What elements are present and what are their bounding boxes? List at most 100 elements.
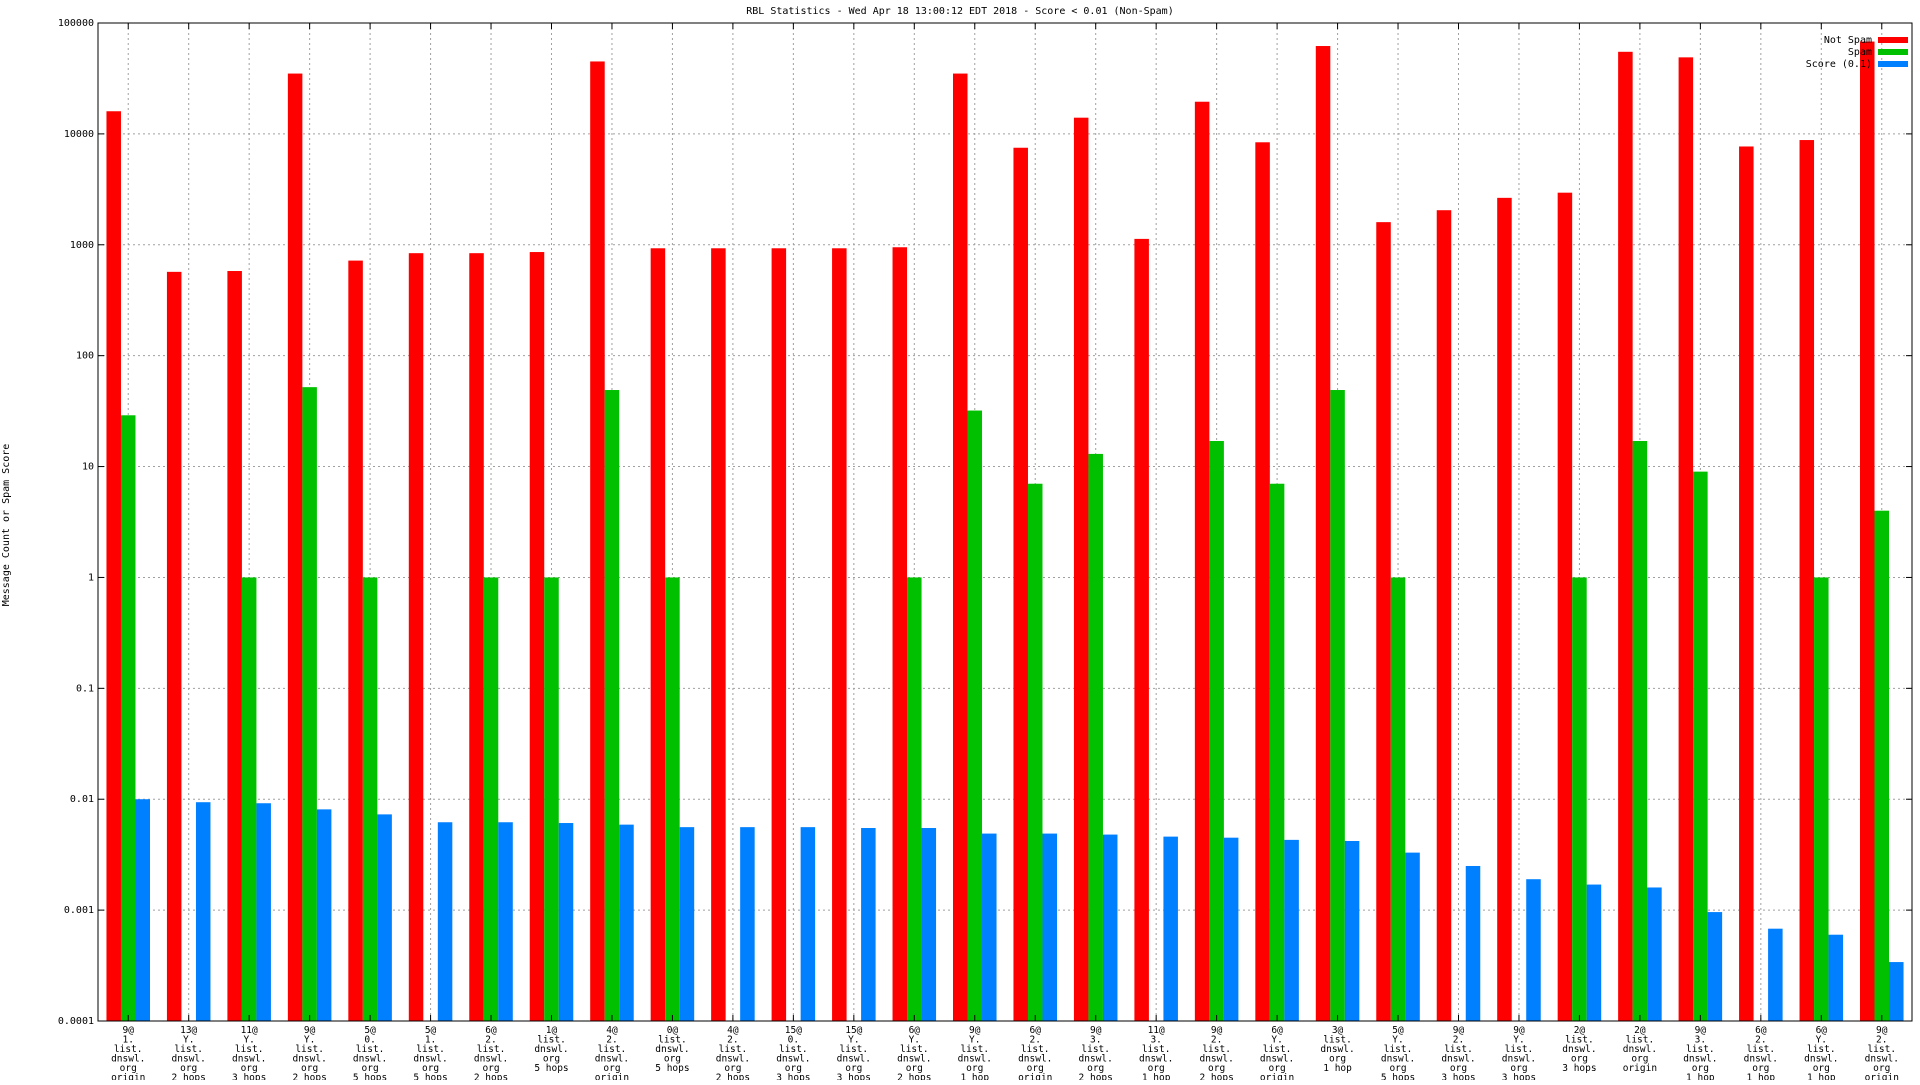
y-tick-label: 0.01 — [70, 794, 94, 805]
x-tick-label: 11@ — [1148, 1025, 1165, 1036]
x-tick-label: list. — [598, 1044, 627, 1055]
x-tick-label: dnswl. — [1562, 1044, 1596, 1055]
x-tick-label: dnswl. — [776, 1054, 810, 1065]
x-tick-label: 6@ — [1816, 1025, 1828, 1036]
x-tick-label: 2 hops — [1079, 1073, 1113, 1081]
bar-2-3 — [316, 809, 332, 1021]
x-tick-label: 1 hop — [1142, 1073, 1171, 1081]
x-tick-label: 9@ — [1513, 1025, 1525, 1036]
x-tick-label: 5@ — [1392, 1025, 1404, 1036]
bar-2-2 — [256, 803, 271, 1021]
x-tick-label: 9@ — [304, 1025, 316, 1036]
y-tick-label: 10000 — [64, 129, 94, 140]
x-tick-label: 5@ — [425, 1025, 437, 1036]
bar-0-14 — [952, 73, 968, 1021]
x-tick-label: list. — [1807, 1044, 1836, 1055]
x-tick-label: 2. — [1876, 1035, 1887, 1046]
x-tick-label: org — [422, 1063, 439, 1074]
x-tick-label: dnswl. — [413, 1054, 447, 1065]
x-tick-label: list. — [1142, 1044, 1171, 1055]
x-tick-label: 2. — [485, 1035, 496, 1046]
bar-2-16 — [1102, 834, 1118, 1021]
x-tick-label: org — [301, 1063, 318, 1074]
x-tick-label: org — [1752, 1063, 1769, 1074]
x-tick-label: org — [241, 1063, 258, 1074]
x-tick-label: list. — [477, 1044, 506, 1055]
bar-2-4 — [377, 814, 392, 1021]
bar-0-9 — [650, 248, 666, 1021]
bar-0-19 — [1255, 142, 1270, 1022]
x-tick-label: 0. — [788, 1035, 799, 1046]
x-tick-label: dnswl. — [897, 1054, 931, 1065]
bar-2-24 — [1586, 884, 1602, 1021]
x-tick-label: org — [1208, 1063, 1225, 1074]
x-tick-label: 9@ — [1453, 1025, 1465, 1036]
x-tick-label: 2. — [1755, 1035, 1766, 1046]
y-tick-label: 0.001 — [64, 905, 94, 916]
x-tick-label: 1 hop — [1686, 1073, 1715, 1081]
bar-0-1 — [166, 271, 182, 1022]
legend-swatch — [1878, 37, 1908, 43]
x-tick-label: dnswl. — [474, 1054, 508, 1065]
x-tick-label: list. — [1384, 1044, 1413, 1055]
bar-0-6 — [469, 253, 484, 1021]
x-tick-label: dnswl. — [353, 1054, 387, 1065]
bar-0-18 — [1194, 101, 1210, 1021]
legend-label: Score (0.1) — [1806, 59, 1872, 70]
x-tick-label: org — [482, 1063, 499, 1074]
x-tick-label: 0@ — [667, 1025, 679, 1036]
bar-0-24 — [1557, 192, 1573, 1021]
y-ticks: 0.0001 0.001 0.01 0.1 1 10 100 1000 10000 100000 — [58, 18, 94, 1027]
x-tick-label: origin — [1260, 1073, 1294, 1081]
x-tick-label: 3. — [1150, 1035, 1161, 1046]
x-tick-label: origin — [595, 1073, 629, 1081]
x-tick-label: Y. — [1392, 1035, 1403, 1046]
y-tick-label: 100000 — [58, 18, 94, 29]
x-tick-label: 2. — [1453, 1035, 1464, 1046]
x-tick-label: list. — [1021, 1044, 1050, 1055]
bar-2-25 — [1647, 887, 1662, 1021]
bar-0-4 — [348, 260, 363, 1021]
x-tick-label: org — [180, 1063, 197, 1074]
x-tick-label: 3 hops — [837, 1073, 871, 1081]
x-tick-label: 2 hops — [1199, 1073, 1233, 1081]
x-tick-label: list. — [174, 1044, 203, 1055]
x-tick-label: 2 hops — [172, 1073, 206, 1081]
bar-1-26 — [1693, 471, 1708, 1022]
x-tick-label: dnswl. — [1804, 1054, 1838, 1065]
plot-frame — [97, 22, 1913, 1022]
bar-0-26 — [1678, 57, 1694, 1021]
x-tick-label: 0. — [364, 1035, 375, 1046]
bar-0-21 — [1376, 222, 1391, 1022]
x-tick-label: 9@ — [123, 1025, 135, 1036]
x-tick-label: list. — [1263, 1044, 1292, 1055]
bar-2-23 — [1526, 879, 1541, 1021]
x-tick-label: list. — [960, 1044, 989, 1055]
bar-0-27 — [1739, 146, 1754, 1021]
x-tick-label: dnswl. — [292, 1054, 326, 1065]
x-tick-label: list. — [840, 1044, 869, 1055]
x-tick-label: 1. — [425, 1035, 436, 1046]
y-tick-label: 0.1 — [76, 683, 94, 694]
bar-2-27 — [1768, 928, 1783, 1021]
x-tick-label: org — [1389, 1063, 1406, 1074]
legend-swatch — [1878, 61, 1908, 67]
x-tick-label: dnswl. — [837, 1054, 871, 1065]
bar-0-15 — [1013, 147, 1028, 1021]
x-tick-label: Y. — [969, 1035, 980, 1046]
bar-2-0 — [135, 799, 151, 1021]
x-tick-label: dnswl. — [1623, 1044, 1657, 1055]
x-tick-label: dnswl. — [1683, 1054, 1717, 1065]
x-tick-label: 1 hop — [1807, 1073, 1836, 1081]
